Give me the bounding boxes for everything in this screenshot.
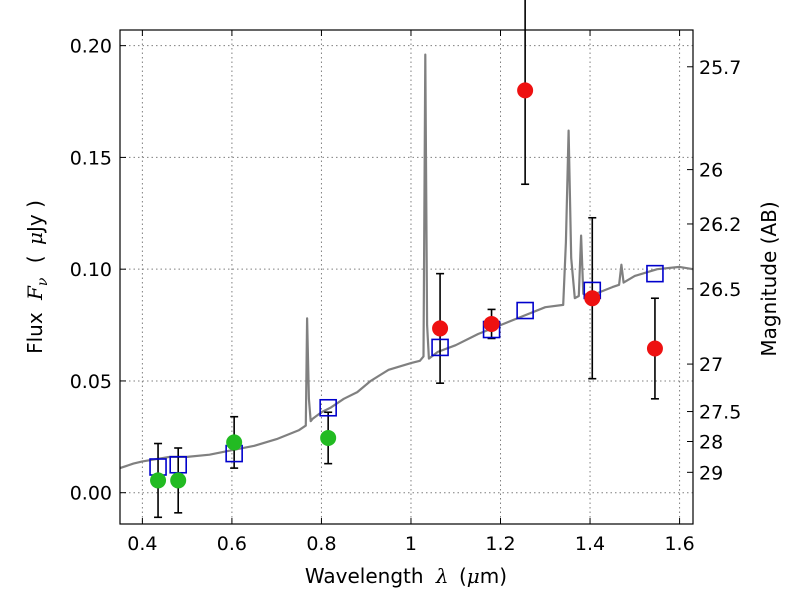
y-axis-title-unit-rest: Jy ) xyxy=(23,200,47,234)
x-axis-title-unit-open: ( xyxy=(459,564,467,588)
red-data-point xyxy=(517,82,534,99)
green-data-point xyxy=(170,472,187,489)
grid-layer xyxy=(120,30,693,524)
y-axis-title-prefix: Flux xyxy=(23,312,47,354)
y2-tick-label: 25.7 xyxy=(699,57,741,79)
x-axis-title: Wavelength λ (μm) xyxy=(305,564,507,588)
marker-layer xyxy=(149,82,664,489)
x-axis-title-symbol: λ xyxy=(435,564,449,588)
green-data-point xyxy=(226,434,243,451)
y-tick-label: 0.10 xyxy=(70,259,112,281)
y-axis-title-unit-mu: μ xyxy=(23,232,47,245)
y2-axis-title: Magnitude (AB) xyxy=(757,201,781,356)
green-data-point xyxy=(150,472,167,489)
model-band-square xyxy=(431,338,449,357)
y2-tick-label: 26 xyxy=(699,160,723,182)
x-axis-title-unit-rest: m) xyxy=(480,564,507,588)
model-band-square xyxy=(319,398,337,417)
y2-tick-label: 29 xyxy=(699,462,723,484)
model-layer xyxy=(119,53,694,470)
y-axis-title-subscript: ν xyxy=(35,277,51,286)
plot-frame xyxy=(119,29,694,525)
y2-tick-label: 26.2 xyxy=(699,214,741,236)
y-tick-label: 0.05 xyxy=(70,371,112,393)
y-tick-label: 0.15 xyxy=(70,147,112,169)
x-tick-label: 0.6 xyxy=(217,533,247,555)
y2-tick-label: 27.5 xyxy=(699,402,741,424)
tick-layer: 0.4 0.6 0.8 1 1.2 1.4 1.6 0.00 0.05 0.10 0.15 0.20 2… xyxy=(70,30,741,555)
y2-tick-label: 27 xyxy=(699,354,723,376)
model-band-square xyxy=(516,301,534,320)
green-data-point xyxy=(320,429,337,446)
y2-tick-label: 28 xyxy=(699,431,723,453)
y-tick-label: 0.20 xyxy=(70,36,112,58)
x-axis-title-prefix: Wavelength xyxy=(305,564,424,588)
y-axis-title: Flux Fν ( μJy ) xyxy=(23,200,52,354)
y-axis-title-unit-open: ( xyxy=(23,255,47,263)
red-data-point xyxy=(483,315,500,332)
x-tick-label: 0.8 xyxy=(306,533,336,555)
red-data-point xyxy=(432,320,449,337)
x-tick-label: 1.4 xyxy=(575,533,605,555)
x-axis-title-unit-mu: μ xyxy=(467,564,480,588)
red-data-point xyxy=(646,340,663,357)
x-tick-label: 1.2 xyxy=(485,533,515,555)
red-data-point xyxy=(584,290,601,307)
model-band-square xyxy=(646,264,664,283)
y-axis-title-symbol: F xyxy=(23,285,47,301)
x-tick-label: 1 xyxy=(405,533,417,555)
x-tick-label: 0.4 xyxy=(127,533,157,555)
x-tick-label: 1.6 xyxy=(664,533,694,555)
y2-tick-label: 26.5 xyxy=(699,279,741,301)
y-tick-label: 0.00 xyxy=(70,483,112,505)
model-spectrum-line xyxy=(119,53,694,470)
